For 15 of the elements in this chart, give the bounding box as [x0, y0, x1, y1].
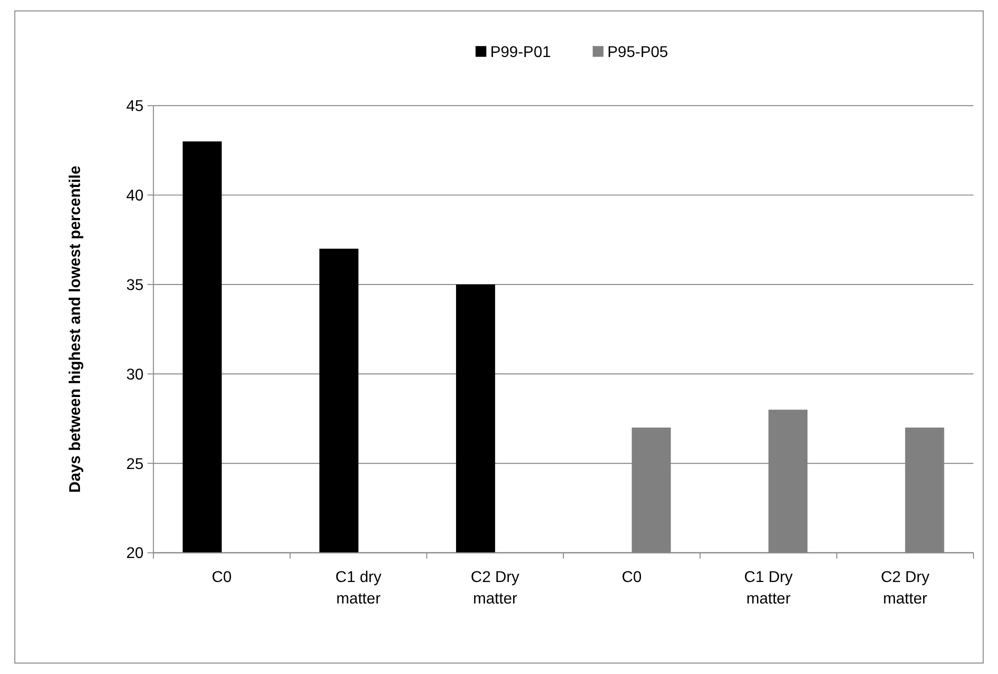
y-tick-label: 45: [126, 98, 144, 116]
legend-label: P95-P05: [607, 44, 668, 61]
x-tick-label: C2 Dry matter: [880, 569, 930, 608]
x-tick-label: C1 dry matter: [335, 569, 382, 608]
x-tick-label: C0: [622, 569, 642, 586]
legend-label: P99-P01: [490, 44, 551, 61]
y-tick-label: 20: [126, 545, 144, 562]
y-tick-label: 40: [126, 188, 144, 205]
x-tick-label: C2 Dry matter: [470, 569, 520, 608]
y-tick-label: 35: [126, 276, 144, 294]
y-tick-label: 30: [126, 366, 144, 384]
x-tick-label: C0: [212, 569, 232, 586]
y-axis-title: Days between highest and lowest percentile: [67, 165, 84, 493]
y-tick-label: 25: [126, 456, 144, 473]
x-tick-label: C1 Dry matter: [744, 569, 793, 608]
